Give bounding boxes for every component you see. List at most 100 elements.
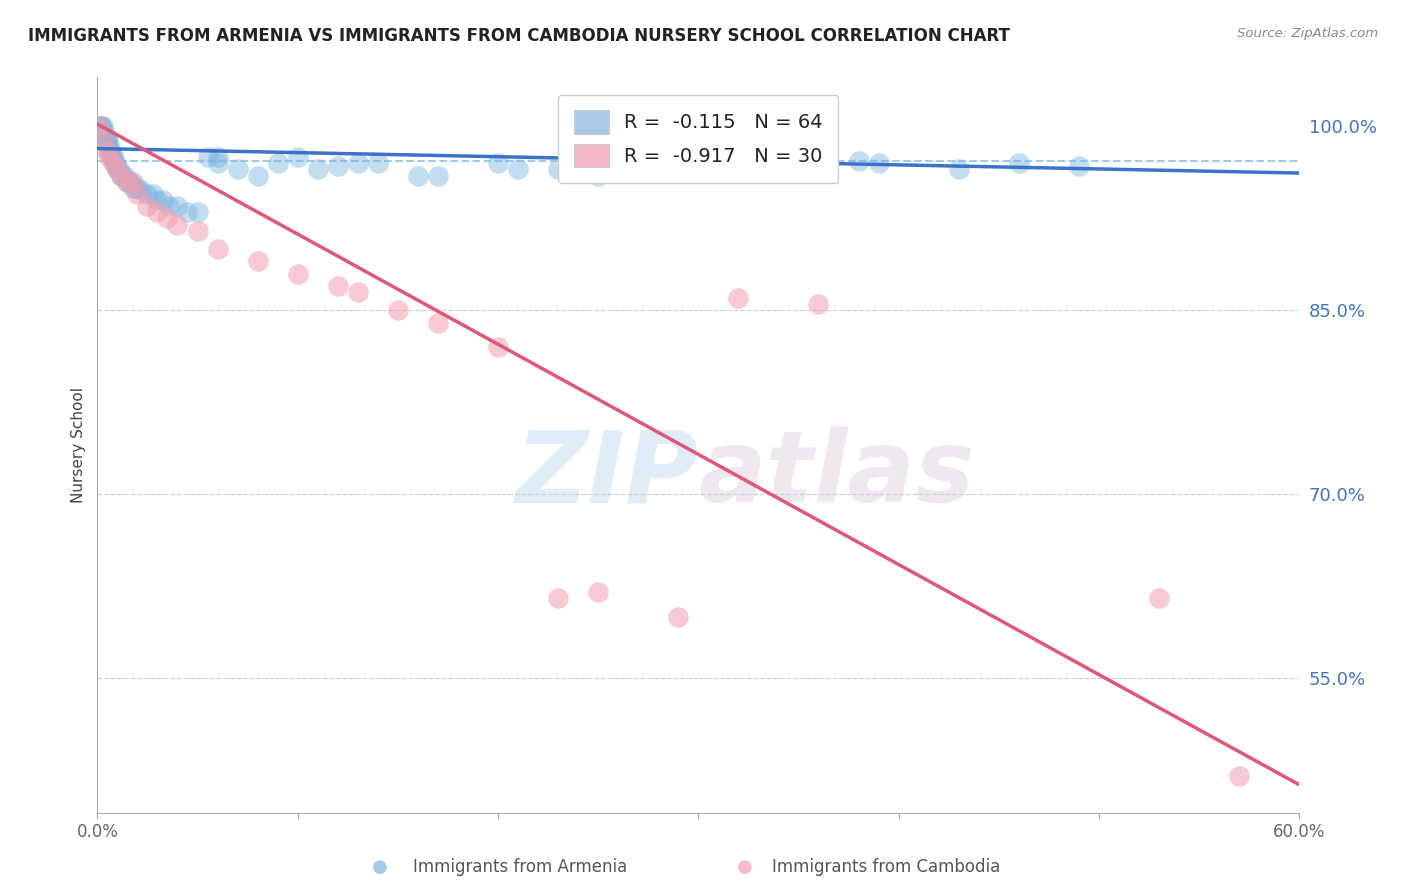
Point [90, 120, 112, 134]
Point [586, 585, 609, 599]
Point [166, 199, 188, 213]
Point [89, 120, 111, 134]
Point [346, 285, 368, 299]
Point [186, 224, 208, 238]
Y-axis label: Nursery School: Nursery School [72, 387, 86, 503]
Point [848, 153, 870, 168]
Legend: R =  -0.115   N = 64, R =  -0.917   N = 30: R = -0.115 N = 64, R = -0.917 N = 30 [558, 95, 838, 183]
Point [98, 137, 121, 152]
Point [110, 169, 132, 183]
Point [96, 132, 118, 146]
Point [807, 297, 830, 311]
Point [103, 156, 125, 170]
Point [346, 156, 368, 170]
Point [94, 126, 117, 140]
Point [122, 180, 145, 194]
Point [426, 169, 449, 183]
Point [89, 120, 111, 134]
Point [96, 132, 118, 146]
Point [136, 186, 159, 201]
Point [105, 162, 128, 177]
Point [98, 144, 121, 158]
Point [104, 156, 127, 170]
Point [326, 278, 349, 293]
Text: atlas: atlas [699, 426, 974, 523]
Point [98, 150, 121, 164]
Point [100, 144, 122, 158]
Point [727, 291, 749, 305]
Point [110, 169, 132, 183]
Point [406, 169, 429, 183]
Point [266, 156, 288, 170]
Point [1147, 591, 1170, 606]
Text: Immigrants from Armenia: Immigrants from Armenia [413, 858, 627, 876]
Point [1067, 159, 1090, 173]
Point [100, 150, 122, 164]
Point [146, 205, 169, 219]
Point [287, 267, 309, 281]
Point [131, 183, 153, 197]
Point [94, 132, 117, 146]
Text: ZIP: ZIP [515, 426, 699, 523]
Point [326, 159, 349, 173]
Point [127, 186, 149, 201]
Point [118, 175, 141, 189]
Point [627, 159, 650, 173]
Point [547, 591, 569, 606]
Point [142, 186, 165, 201]
Point [114, 169, 136, 183]
Point [707, 153, 730, 168]
Point [108, 162, 131, 177]
Point [547, 162, 569, 177]
Point [186, 205, 208, 219]
Point [207, 156, 229, 170]
Point [226, 162, 249, 177]
Point [1008, 156, 1031, 170]
Point [96, 144, 118, 158]
Point [104, 156, 127, 170]
Point [586, 169, 609, 183]
Point [1227, 769, 1250, 783]
Point [93, 120, 115, 134]
Text: IMMIGRANTS FROM ARMENIA VS IMMIGRANTS FROM CAMBODIA NURSERY SCHOOL CORRELATION C: IMMIGRANTS FROM ARMENIA VS IMMIGRANTS FR… [28, 27, 1010, 45]
Point [868, 156, 890, 170]
Point [166, 218, 188, 232]
Text: ●: ● [737, 858, 754, 876]
Point [105, 162, 128, 177]
Point [103, 150, 125, 164]
Point [136, 199, 159, 213]
Point [207, 242, 229, 256]
Point [93, 132, 115, 146]
Point [287, 150, 309, 164]
Point [152, 193, 174, 207]
Point [117, 175, 139, 189]
Point [127, 180, 149, 194]
Point [666, 609, 689, 624]
Text: Source: ZipAtlas.com: Source: ZipAtlas.com [1237, 27, 1378, 40]
Point [486, 156, 509, 170]
Point [367, 156, 389, 170]
Point [787, 162, 810, 177]
Point [506, 162, 529, 177]
Text: ●: ● [371, 858, 388, 876]
Point [105, 162, 128, 177]
Point [948, 162, 970, 177]
Text: Immigrants from Cambodia: Immigrants from Cambodia [772, 858, 1000, 876]
Point [176, 205, 198, 219]
Point [307, 162, 329, 177]
Point [197, 150, 219, 164]
Point [387, 303, 409, 318]
Point [96, 137, 118, 152]
Point [120, 175, 142, 189]
Point [93, 126, 115, 140]
Point [146, 193, 169, 207]
Point [156, 211, 179, 226]
Point [159, 199, 181, 213]
Point [90, 120, 112, 134]
Point [207, 150, 229, 164]
Point [117, 175, 139, 189]
Point [112, 169, 135, 183]
Point [246, 254, 269, 268]
Point [124, 180, 146, 194]
Point [486, 340, 509, 354]
